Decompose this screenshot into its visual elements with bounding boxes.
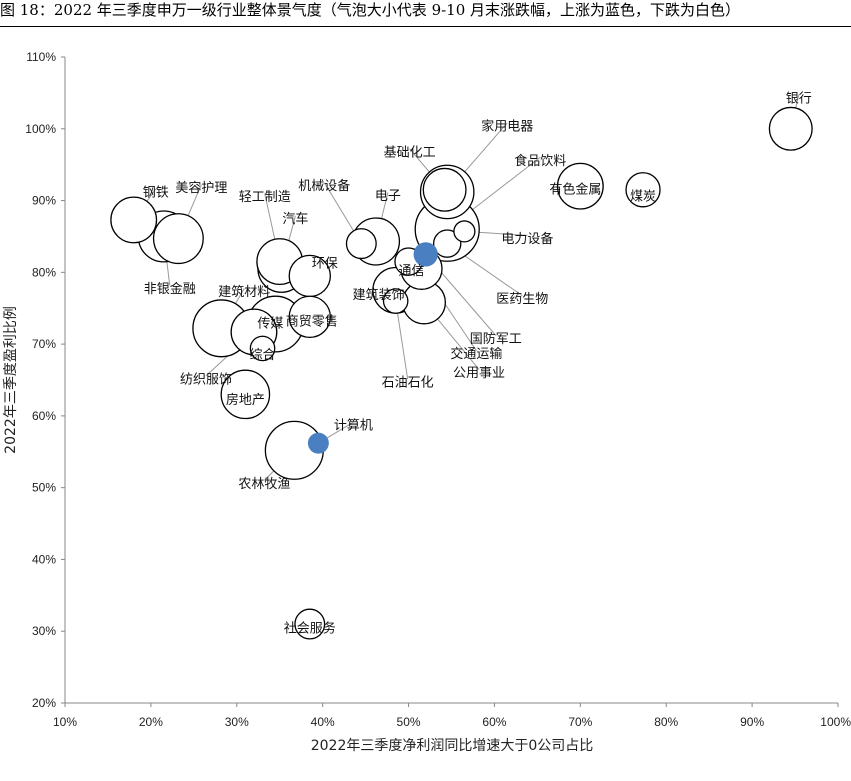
bubble: [220, 369, 271, 420]
y-tick-label: 70%: [32, 337, 56, 351]
leader-line: [395, 300, 409, 380]
y-tick-label: 60%: [32, 409, 56, 423]
bubble-label: 轻工制造: [239, 190, 291, 205]
figure-title: 图 18：2022 年三季度申万一级行业整体景气度（气泡大小代表 9-10 月末…: [0, 1, 741, 19]
x-tick-label: 60%: [482, 715, 506, 729]
bubble: [422, 167, 467, 212]
y-tick-labels: 20% 30% 40% 50% 60% 70% 80% 90% 100% 110%: [25, 50, 56, 710]
bubble-label: 银行: [786, 91, 812, 106]
bubble-label: 电子: [375, 189, 401, 204]
title-divider: [0, 26, 851, 27]
bubble-label: 电力设备: [501, 231, 553, 247]
bubble: [768, 106, 813, 151]
bubble-label: 钢铁: [143, 185, 169, 200]
y-tick-label: 100%: [25, 122, 56, 136]
bubble-label: 有色金属: [549, 182, 601, 198]
y-tick-label: 40%: [32, 552, 56, 566]
bubble-label: 纺织服饰: [180, 372, 232, 387]
y-tick-label: 20%: [32, 696, 56, 710]
bubble-label: 汽车: [282, 211, 308, 227]
bubble: [110, 196, 158, 244]
bubble-label: 家用电器: [481, 118, 533, 134]
y-tick-label: 110%: [26, 50, 56, 64]
bubble-label: 房地产: [226, 392, 265, 408]
bubble: [345, 228, 377, 260]
bubble-label: 建筑材料: [218, 284, 270, 300]
bubble-label: 煤炭: [630, 189, 656, 204]
y-axis-title: 2022年三季度盈利比例: [3, 306, 19, 454]
bubble-label: 医药生物: [496, 292, 548, 307]
y-tick-label: 30%: [32, 624, 56, 638]
bubble: [382, 288, 409, 314]
bubble-label: 国防军工: [470, 331, 522, 347]
bubble-label: 农林牧渔: [238, 477, 290, 492]
bubble: [288, 295, 331, 339]
bubble-label: 交通运输: [450, 346, 502, 362]
bubble-label: 建筑装饰: [353, 287, 405, 303]
bubble-label: 计算机: [334, 419, 373, 434]
bubble-label: 公用事业: [453, 366, 505, 381]
y-tick-label: 80%: [32, 265, 56, 279]
bubble-label: 社会服务: [284, 621, 336, 637]
bubbles: [110, 106, 813, 640]
bubble-label: 综合: [250, 348, 276, 363]
bubble-label: 通信: [399, 264, 425, 279]
x-tick-label: 50%: [397, 715, 421, 729]
x-tick-label: 20%: [139, 715, 163, 729]
bubble-label: 环保: [312, 256, 338, 271]
bubble: [152, 213, 204, 265]
bubble-label: 商贸零售: [286, 313, 338, 329]
bubble: [556, 162, 604, 210]
bubble-label: 机械设备: [298, 178, 350, 194]
chart-axes: [61, 56, 839, 707]
y-tick-label: 90%: [32, 194, 56, 208]
bubble: [307, 432, 329, 454]
x-tick-label: 30%: [225, 715, 249, 729]
x-tick-label: 10%: [53, 715, 77, 729]
bubble: [249, 335, 276, 362]
bubble-chart: 10% 20% 30% 40% 50% 60% 70% 80% 90% 100% 20% 30% 40…: [3, 50, 851, 754]
x-tick-labels: 10% 20% 30% 40% 50% 60% 70% 80% 90% 100%: [53, 715, 851, 729]
bubble-label: 石油石化: [382, 376, 434, 391]
x-tick-label: 40%: [311, 715, 335, 729]
x-tick-label: 100%: [820, 715, 851, 729]
bubble: [294, 608, 326, 640]
x-axis-title: 2022年三季度净利润同比增速大于0公司占比: [311, 738, 594, 754]
bubble-label: 食品饮料: [514, 153, 566, 169]
bubble-label: 传媒: [257, 317, 283, 332]
x-tick-label: 80%: [654, 715, 678, 729]
bubble: [625, 172, 661, 208]
bubble: [453, 220, 476, 243]
bubble-label: 基础化工: [384, 145, 436, 160]
bubble: [413, 242, 438, 267]
y-tick-label: 50%: [32, 481, 56, 495]
bubble-label: 美容护理: [175, 180, 227, 196]
x-tick-label: 90%: [740, 715, 764, 729]
x-tick-label: 70%: [568, 715, 592, 729]
bubble-label: 非银金融: [144, 281, 196, 297]
bubble: [432, 229, 462, 258]
